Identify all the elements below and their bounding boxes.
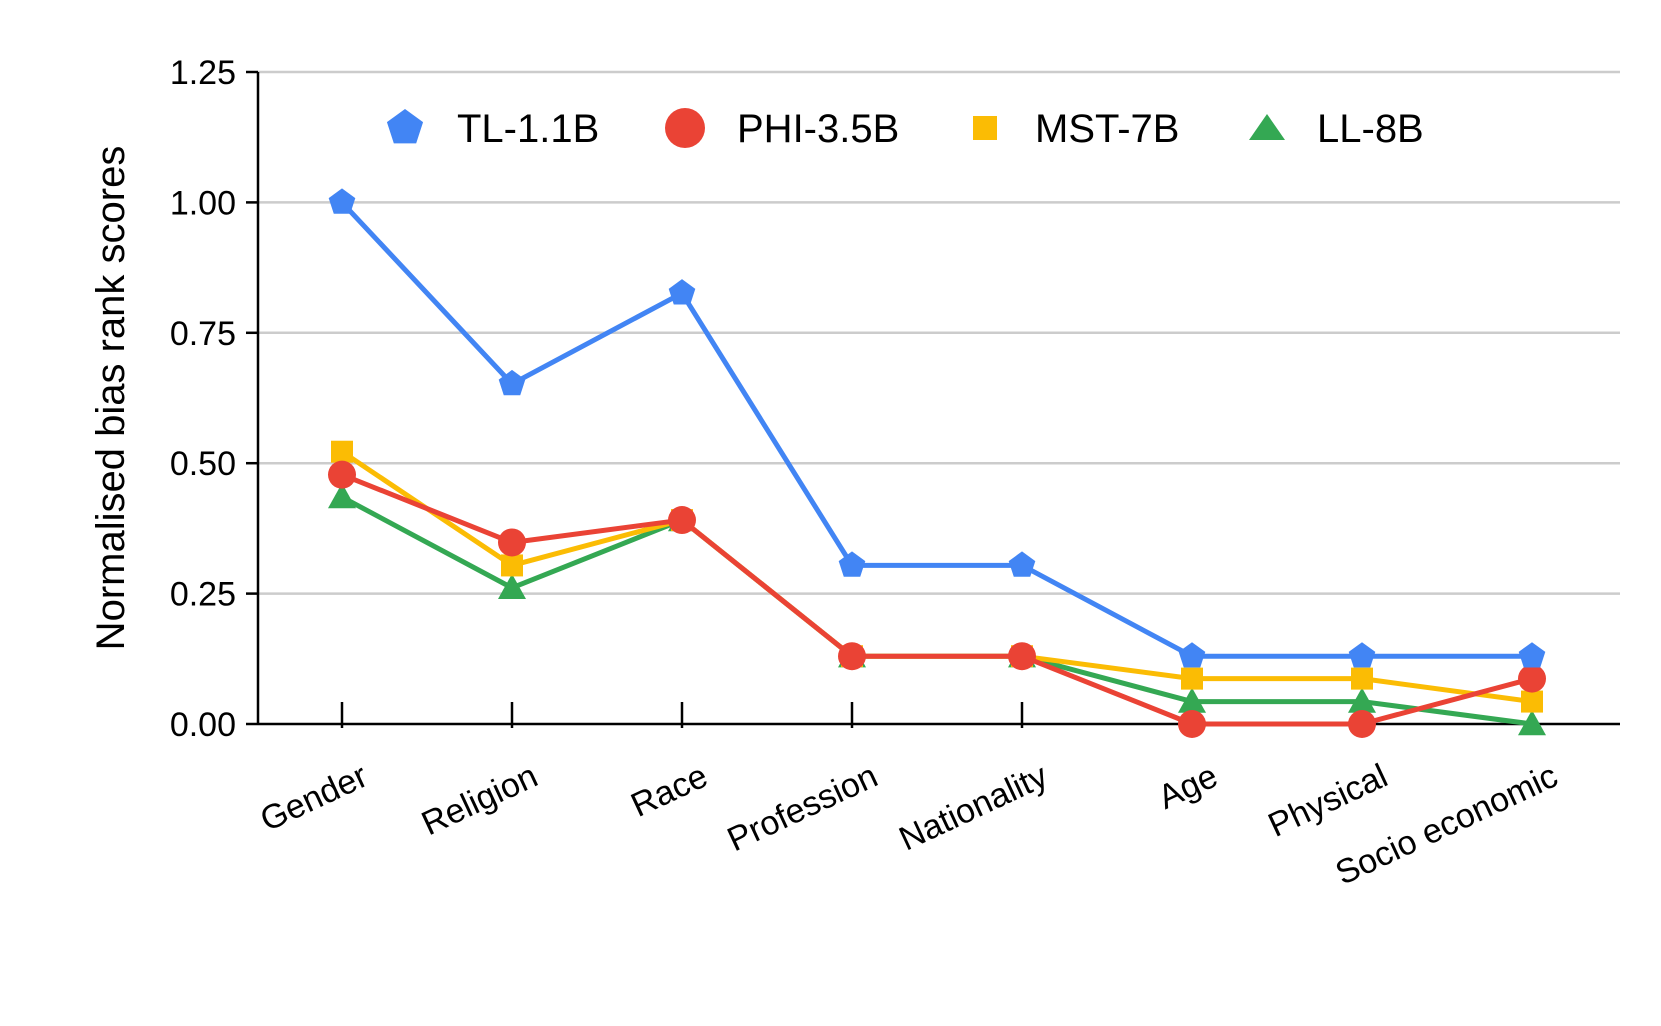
data-point (1348, 710, 1376, 738)
data-point (1179, 642, 1206, 667)
data-point (329, 188, 356, 213)
y-tick-label: 0.50 (170, 445, 236, 483)
data-point (838, 642, 866, 670)
legend-label: MST-7B (1035, 107, 1179, 151)
y-tick-label: 1.25 (170, 54, 236, 92)
legend-item: MST-7B (973, 107, 1179, 151)
data-point (1009, 551, 1036, 576)
x-tick-label: Gender (255, 757, 374, 839)
data-point (498, 528, 526, 556)
series-line (342, 497, 1532, 724)
data-point (1518, 665, 1546, 693)
legend-label: TL-1.1B (457, 107, 599, 151)
data-point (1008, 642, 1036, 670)
y-tick-label: 0.00 (170, 706, 236, 744)
x-tick-label: Nationality (893, 757, 1053, 859)
legend-item: LL-8B (1249, 107, 1424, 151)
data-point (1519, 642, 1546, 667)
x-tick-label: Religion (416, 757, 543, 843)
legend-marker (387, 109, 423, 143)
series-ll-8b (328, 483, 1546, 735)
axes: 0.00 0.25 0.50 0.75 1.00 1.25 Gender Religion Ra… (170, 54, 1620, 893)
data-point (1181, 668, 1203, 690)
y-tick-label: 0.25 (170, 576, 236, 614)
chart-container: 0.00 0.25 0.50 0.75 1.00 1.25 Gender Religion Ra… (0, 0, 1661, 1026)
data-point (668, 506, 696, 534)
legend-marker (973, 116, 997, 140)
data-point (1521, 691, 1543, 713)
legend-item: PHI-3.5B (665, 107, 899, 151)
x-tick-label: Race (625, 757, 713, 825)
legend-item: TL-1.1B (387, 107, 599, 151)
data-point (501, 554, 523, 576)
series-line (342, 202, 1532, 656)
legend: TL-1.1B PHI-3.5B MST-7B LL-8B (387, 107, 1424, 151)
legend-label: LL-8B (1317, 107, 1424, 151)
data-point (331, 441, 353, 463)
legend-marker (1249, 114, 1285, 140)
legend-label: PHI-3.5B (737, 107, 899, 151)
data-point (669, 279, 696, 304)
x-tick-label: Profession (722, 757, 884, 859)
legend-marker (665, 108, 705, 148)
y-tick-label: 1.00 (170, 184, 236, 222)
x-tick-label: Age (1152, 757, 1223, 817)
data-point (1178, 710, 1206, 738)
y-tick-label: 0.75 (170, 315, 236, 353)
x-tick-label: Physical (1263, 757, 1394, 845)
data-point (1349, 642, 1376, 667)
y-axis-title: Normalised bias rank scores (89, 146, 133, 651)
data-point (328, 461, 356, 489)
line-chart: 0.00 0.25 0.50 0.75 1.00 1.25 Gender Religion Ra… (0, 0, 1661, 1026)
data-point (1351, 668, 1373, 690)
